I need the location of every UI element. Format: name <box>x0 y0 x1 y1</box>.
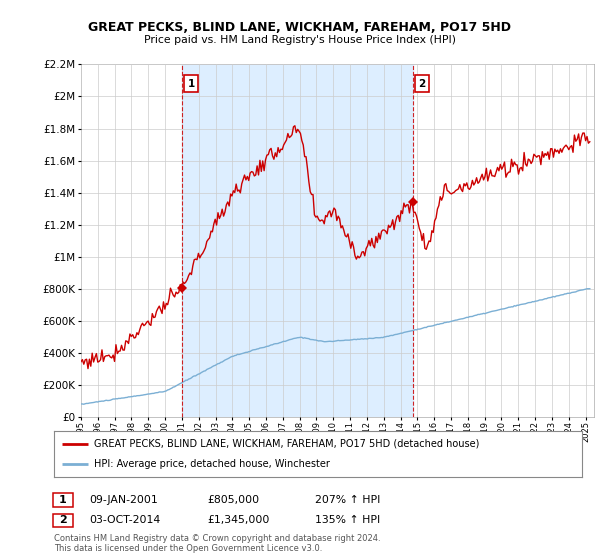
Text: 135% ↑ HPI: 135% ↑ HPI <box>315 515 380 525</box>
Text: HPI: Average price, detached house, Winchester: HPI: Average price, detached house, Winc… <box>94 459 329 469</box>
Text: Price paid vs. HM Land Registry's House Price Index (HPI): Price paid vs. HM Land Registry's House … <box>144 35 456 45</box>
Bar <box>182 64 413 417</box>
Text: GREAT PECKS, BLIND LANE, WICKHAM, FAREHAM, PO17 5HD (detached house): GREAT PECKS, BLIND LANE, WICKHAM, FAREHA… <box>94 438 479 449</box>
Text: 2: 2 <box>418 78 425 88</box>
Text: 1: 1 <box>187 78 195 88</box>
Text: 207% ↑ HPI: 207% ↑ HPI <box>315 494 380 505</box>
Text: £1,345,000: £1,345,000 <box>207 515 269 525</box>
Text: £805,000: £805,000 <box>207 494 259 505</box>
Text: 2: 2 <box>59 515 67 525</box>
Text: 1: 1 <box>59 494 67 505</box>
Text: GREAT PECKS, BLIND LANE, WICKHAM, FAREHAM, PO17 5HD: GREAT PECKS, BLIND LANE, WICKHAM, FAREHA… <box>89 21 511 34</box>
Text: 03-OCT-2014: 03-OCT-2014 <box>89 515 160 525</box>
Text: Contains HM Land Registry data © Crown copyright and database right 2024.: Contains HM Land Registry data © Crown c… <box>54 534 380 543</box>
Text: This data is licensed under the Open Government Licence v3.0.: This data is licensed under the Open Gov… <box>54 544 322 553</box>
Text: 09-JAN-2001: 09-JAN-2001 <box>89 494 158 505</box>
